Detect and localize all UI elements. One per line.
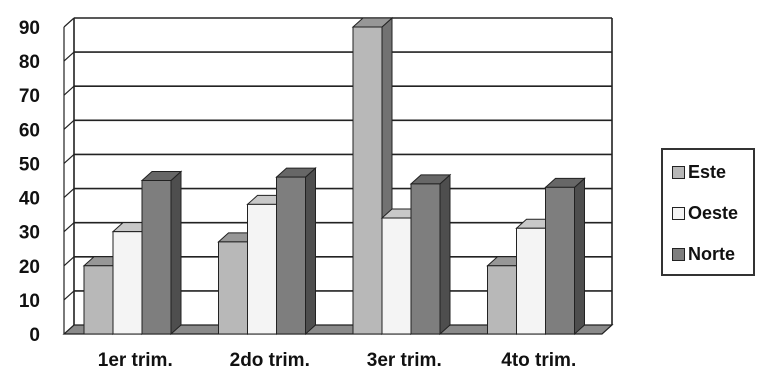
x-category-label: 4to trim. — [501, 350, 576, 371]
x-axis: 1er trim. 2do trim. 3er trim. 4to trim. — [98, 350, 576, 371]
grid-line-side — [63, 51, 75, 62]
grid-line-side — [63, 256, 75, 267]
y-tick-label: 80 — [19, 52, 40, 73]
y-axis: 0 10 20 30 40 50 60 70 80 90 — [19, 18, 65, 346]
grid-line-side — [63, 222, 75, 233]
bar-norte-2 — [275, 166, 317, 336]
y-tick-label: 60 — [19, 120, 40, 141]
y-tick-label: 10 — [19, 291, 40, 312]
grid-line-side — [63, 17, 75, 28]
bar-norte-1 — [140, 170, 183, 336]
x-category-label: 1er trim. — [98, 350, 173, 371]
y-tick-label: 50 — [19, 154, 40, 175]
grid-line-side — [63, 290, 75, 301]
grid-line-side — [63, 85, 75, 96]
y-tick-label: 90 — [19, 18, 40, 39]
y-tick-label: 30 — [19, 223, 40, 244]
legend-swatch-oeste — [672, 206, 685, 220]
legend-swatch-este — [672, 165, 685, 179]
legend-item-norte: Norte — [672, 243, 735, 265]
y-tick-label: 70 — [19, 86, 40, 107]
legend: Este Oeste Norte — [661, 148, 755, 276]
y-tick-label: 0 — [29, 325, 40, 346]
legend-item-oeste: Oeste — [672, 202, 738, 224]
x-category-label: 3er trim. — [367, 350, 442, 371]
grid-line-side — [63, 119, 75, 130]
legend-label-este: Este — [688, 161, 727, 182]
legend-label-norte: Norte — [688, 243, 736, 264]
bar-norte-3 — [409, 173, 452, 336]
bar-norte-4 — [544, 177, 586, 336]
x-category-label: 2do trim. — [230, 350, 310, 371]
grid-line-side — [63, 188, 75, 199]
y-tick-label: 40 — [19, 189, 40, 210]
legend-item-este: Este — [672, 161, 726, 183]
legend-swatch-norte — [672, 247, 685, 261]
y-tick-label: 20 — [19, 257, 40, 278]
legend-label-oeste: Oeste — [688, 202, 739, 223]
grid-line-side — [63, 153, 75, 164]
bars — [82, 16, 586, 336]
